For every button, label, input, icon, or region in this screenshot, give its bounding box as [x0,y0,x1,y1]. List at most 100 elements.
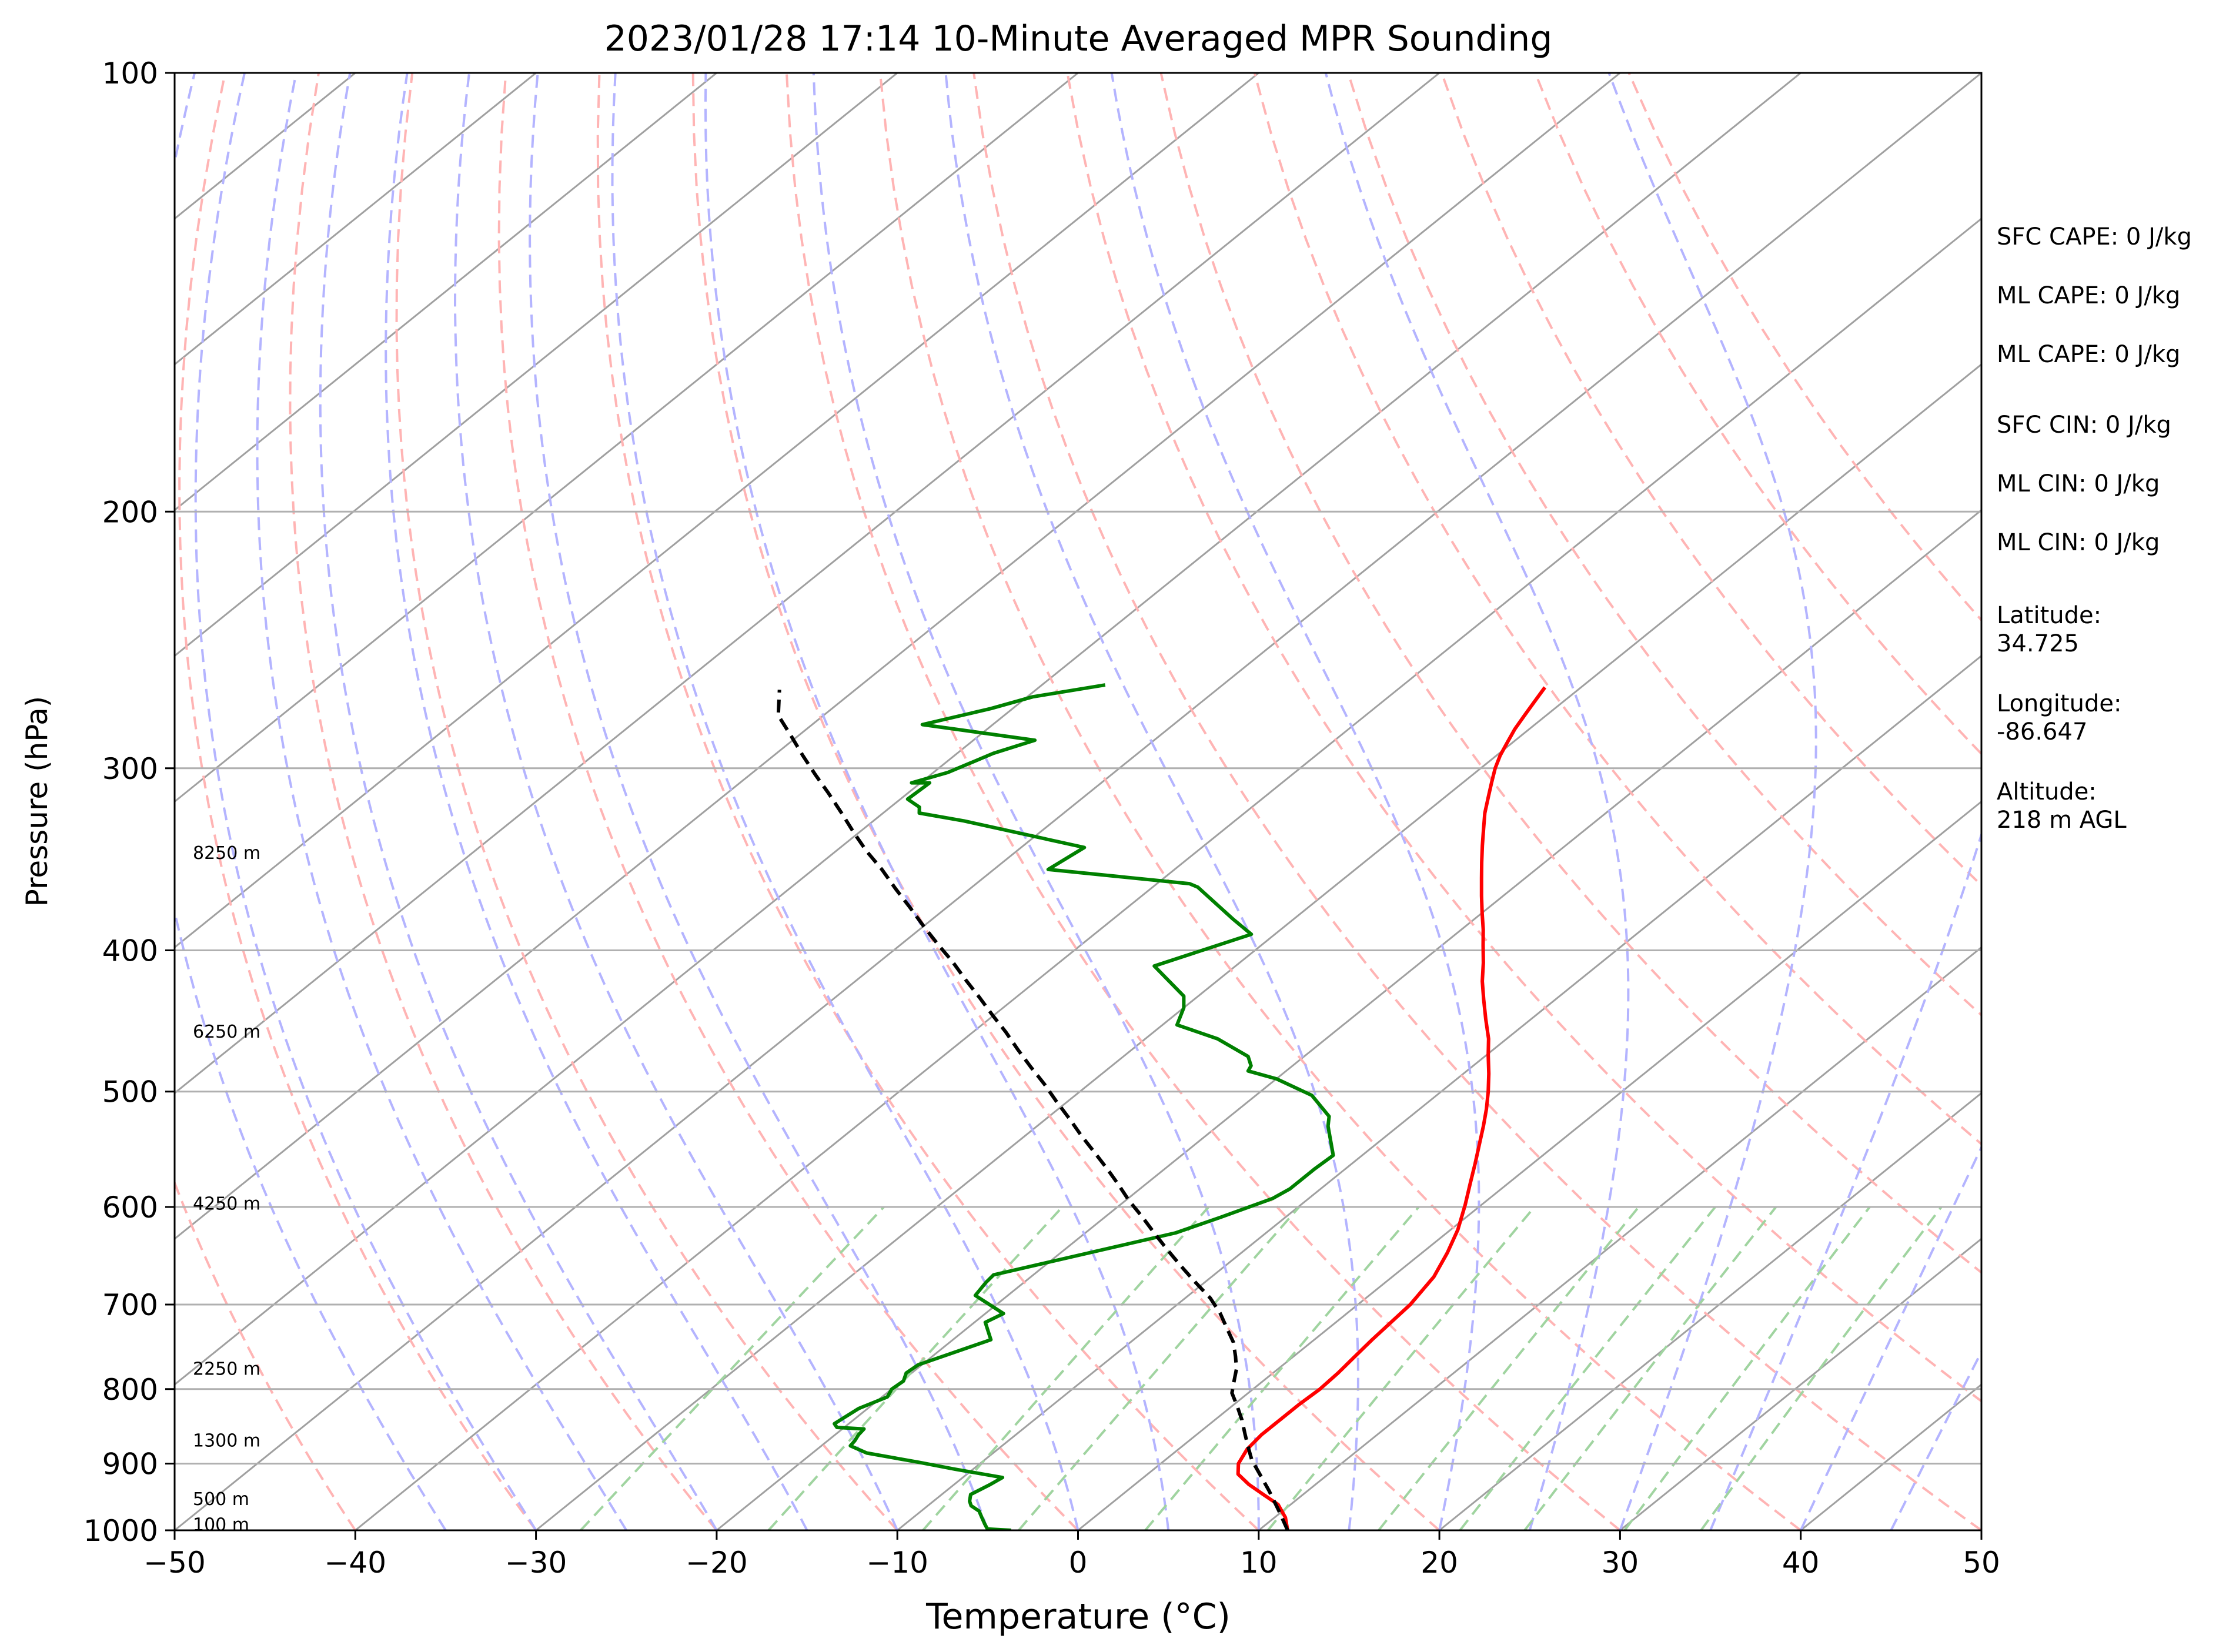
moist-adiabat-line [529,73,989,1530]
isotherm-line [1619,1238,1981,1530]
x-tick-label: −30 [505,1546,567,1580]
altitude-label: Altitude: [1997,778,2097,805]
y-tick-label: 600 [102,1190,158,1225]
latitude-label: Latitude: [1997,602,2101,629]
isotherm-line [175,73,1981,1530]
latitude-value: 34.725 [1997,630,2079,657]
x-tick-label: −20 [686,1546,748,1580]
y-tick-label: 200 [102,495,158,529]
isotherm-line [1258,946,1981,1530]
dry-adiabat-line [596,73,1260,1530]
parcel-line [776,690,1289,1530]
moist-adiabat-line [319,73,718,1530]
isotherm-line [355,217,1981,1530]
chart-title: 2023/01/28 17:14 10-Minute Averaged MPR … [604,18,1553,59]
height-label: 4250 m [193,1194,260,1215]
moist-adiabat-line [453,73,899,1530]
stat-ml-cape-1: ML CAPE: 0 J/kg [1997,282,2180,309]
height-label: 2250 m [193,1359,260,1380]
y-axis-ticks: 100 200 300 400 500 600 700 800 900 1000 [83,56,175,1548]
y-tick-label: 400 [102,934,158,968]
moist-adiabat-line [812,73,1260,1530]
moist-adiabat-line [704,73,1170,1530]
x-tick-label: −50 [143,1546,206,1580]
x-axis-label: Temperature (°C) [925,1596,1231,1637]
x-tick-label: −40 [325,1546,387,1580]
x-tick-label: 20 [1421,1546,1458,1580]
x-tick-label: 40 [1782,1546,1820,1580]
isotherm-line [175,73,1259,949]
y-tick-label: 1000 [83,1514,158,1548]
height-labels: 100 m 500 m 1300 m 2250 m 4250 m 6250 m 8250 m [193,843,260,1535]
isotherm-line [175,73,1440,1095]
x-axis-ticks: −50 −40 −30 −20 −10 0 10 20 30 40 50 [143,1530,2000,1580]
dry-adiabat-line [1159,73,1981,1275]
y-axis-label: Pressure (hPa) [20,696,54,907]
y-tick-label: 300 [102,752,158,786]
x-tick-label: 30 [1602,1546,1639,1580]
mixing-ratio-line [1523,1206,1777,1530]
y-tick-label: 500 [102,1075,158,1109]
moist-adiabat-line [611,73,1079,1530]
x-tick-label: 10 [1240,1546,1278,1580]
y-tick-label: 800 [102,1373,158,1407]
height-label: 8250 m [193,843,260,864]
isotherm-line [175,73,1621,1240]
height-label: 6250 m [193,1022,260,1042]
isotherm-line [535,363,1981,1530]
height-label: 500 m [193,1489,249,1510]
y-tick-label: 700 [102,1288,158,1322]
stats-panel: SFC CAPE: 0 J/kg ML CAPE: 0 J/kg ML CAPE… [1997,223,2192,834]
longitude-label: Longitude: [1997,690,2121,717]
moist-adiabat-line [1607,73,1817,1530]
x-tick-label: 0 [1069,1546,1088,1580]
dry-adiabat-line [691,73,1440,1530]
dry-adiabat-line [395,73,898,1530]
dry-adiabat-line [289,73,718,1530]
dry-adiabat-line [1066,73,1981,1403]
height-label: 100 m [193,1514,249,1535]
dry-adiabat-line [879,73,1801,1530]
mixing-ratio-line [1623,1206,1871,1530]
dry-adiabat-line [1346,73,1981,1017]
stat-ml-cape-2: ML CAPE: 0 J/kg [1997,341,2180,368]
mixing-ratio-line [1459,1206,1716,1530]
dry-adiabat-line [1440,73,1981,887]
stat-sfc-cape: SFC CAPE: 0 J/kg [1997,223,2192,250]
moist-adiabat-line [385,73,808,1530]
moist-adiabat-line [1709,73,1981,1530]
isotherm-line [175,73,1801,1386]
isotherm-line [175,73,1079,803]
dewpoint-line [833,683,1335,1530]
longitude-value: -86.647 [1997,718,2087,745]
stat-ml-cin-2: ML CIN: 0 J/kg [1997,529,2160,556]
height-label: 1300 m [193,1431,260,1452]
x-tick-label: 50 [1963,1546,2000,1580]
dry-adiabat-line [972,73,1981,1530]
temperature-line [1236,686,1547,1530]
moist-adiabat-line [175,73,447,1530]
pressure-gridlines [175,510,1981,1465]
dry-adiabat-line [178,73,537,1530]
y-tick-label: 900 [102,1447,158,1482]
dry-adiabat-line [175,1179,356,1530]
y-tick-label: 100 [102,56,158,91]
isotherm-line [175,73,537,366]
moist-adiabat-line [194,73,537,1530]
moist-adiabat-line [256,73,628,1530]
isotherm-line [1077,800,1981,1530]
moist-adiabat-line [1324,73,1630,1530]
altitude-value: 218 m AGL [1997,807,2127,834]
sounding-series [776,683,1547,1530]
mixing-ratio-line [580,1206,885,1530]
isotherm-line [175,73,717,511]
dry-adiabat-line [785,73,1621,1530]
stat-ml-cin-1: ML CIN: 0 J/kg [1997,470,2160,497]
isotherm-line [175,73,898,657]
dry-adiabat-line [497,73,1079,1530]
isotherm-line [1439,1092,1981,1530]
stat-sfc-cin: SFC CIN: 0 J/kg [1997,412,2171,439]
isotherm-line [716,509,1981,1530]
